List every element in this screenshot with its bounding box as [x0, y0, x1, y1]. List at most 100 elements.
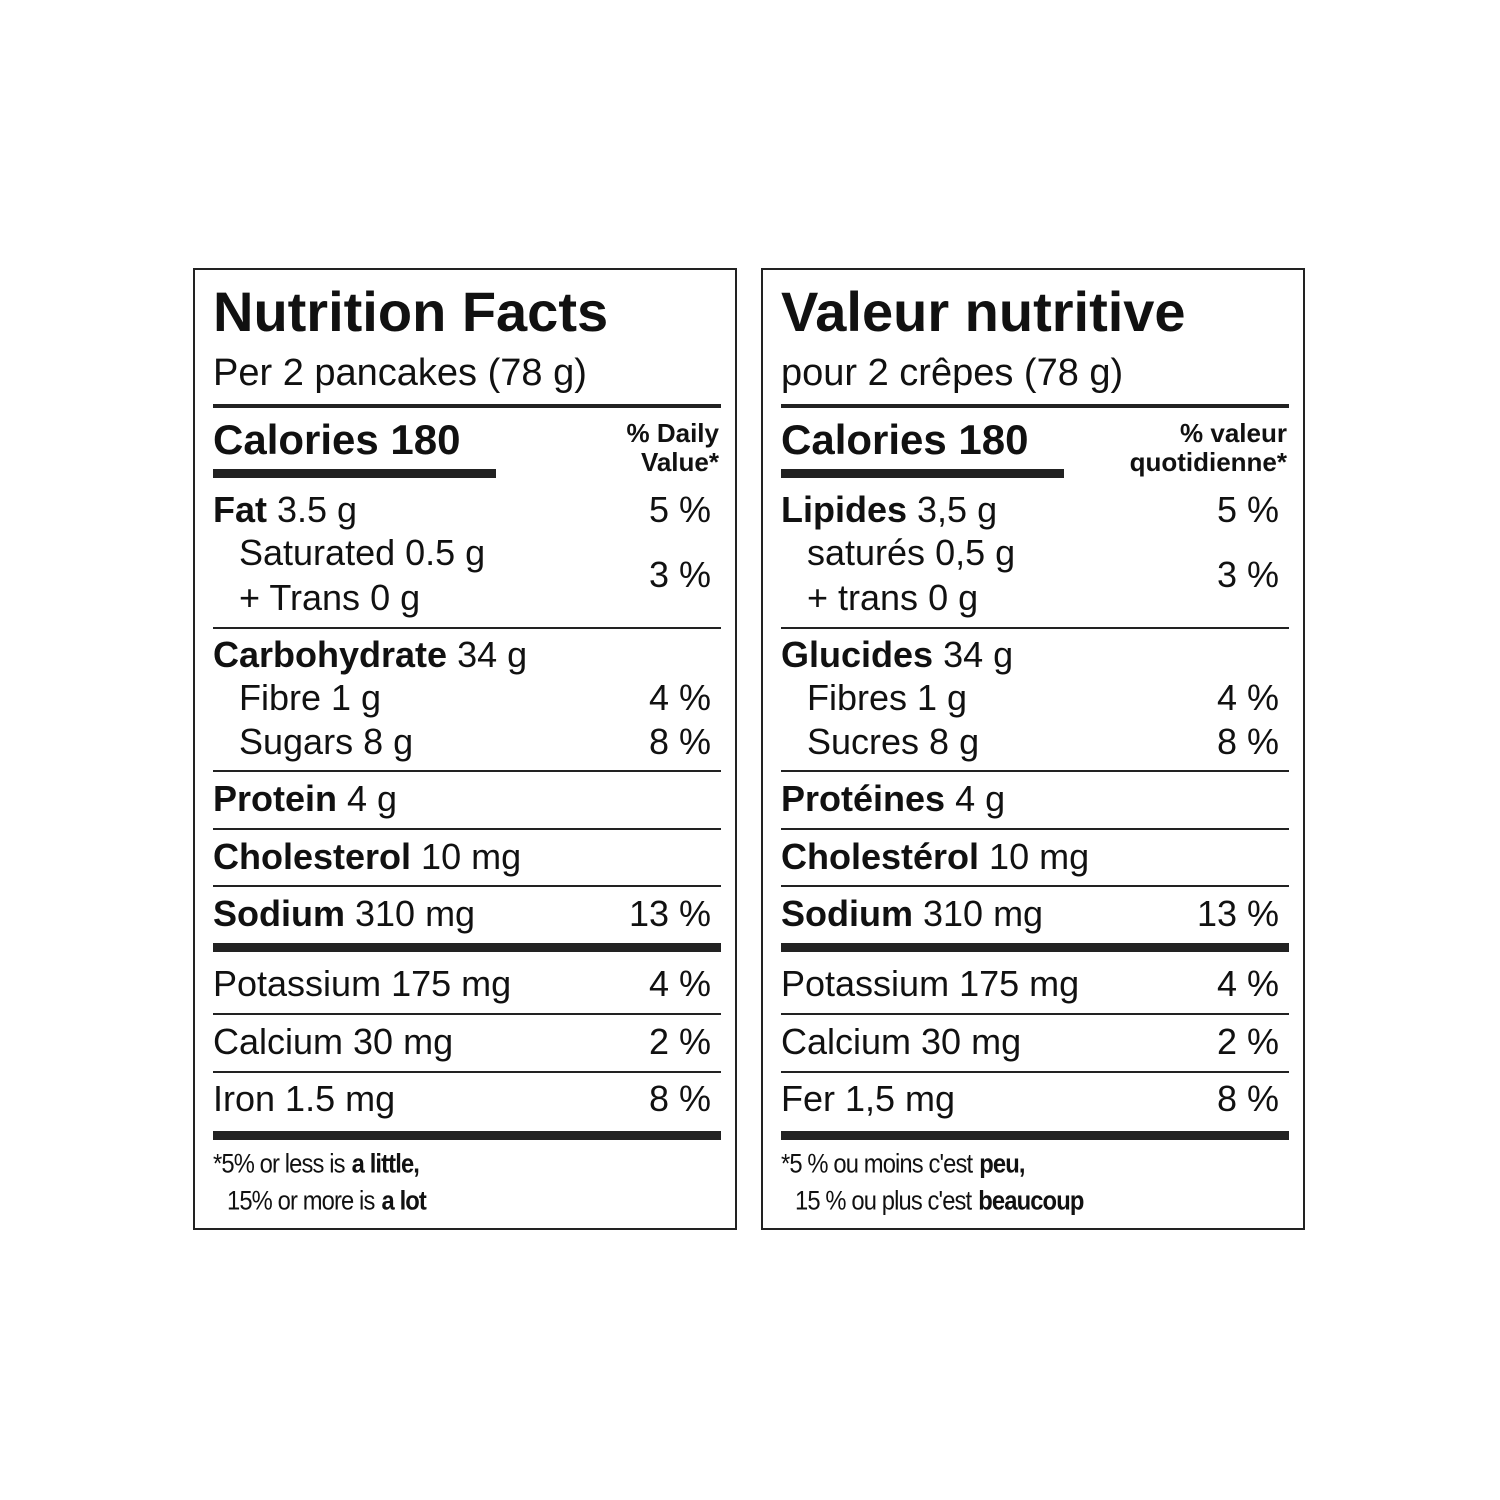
- rule: [213, 627, 721, 629]
- nutrient-row: Fat 3.5 g: [213, 492, 357, 528]
- nutrient-name: Fer: [781, 1078, 835, 1119]
- nutrient-row: saturés 0,5 g: [807, 535, 1015, 571]
- nutrient-name: Sucres: [807, 721, 920, 762]
- daily-value: 8 %: [1216, 1078, 1279, 1119]
- nutrient-row: Fibre 1 g: [239, 680, 381, 716]
- footnote: 15 % ou plus c'est beaucoup: [795, 1185, 1084, 1216]
- nutrient-amount: 1 g: [917, 677, 968, 718]
- daily-value: 4 %: [1216, 677, 1279, 718]
- nutrient-name: Carbohydrate: [213, 634, 448, 675]
- daily-value: 8 %: [648, 721, 711, 762]
- nutrient-amount: 8 g: [929, 721, 980, 762]
- nutrient-row: Potassium 175 mg: [781, 966, 1079, 1002]
- nutrient-row: Sodium 310 mg: [781, 896, 1043, 932]
- daily-value: 5 %: [648, 489, 711, 530]
- nutrient-row: Protéines 4 g: [781, 781, 1005, 817]
- rule: [213, 404, 721, 408]
- daily-value: 8 %: [1216, 721, 1279, 762]
- nutrient-amount: 0 g: [928, 577, 979, 618]
- nutrient-row: Sucres 8 g: [807, 724, 979, 760]
- nutrient-name: Fibres: [807, 677, 908, 718]
- nutrient-name: Protéines: [781, 778, 946, 819]
- nutrient-amount: 0.5 g: [405, 532, 486, 573]
- daily-value: 4 %: [648, 677, 711, 718]
- daily-value: 2 %: [648, 1021, 711, 1062]
- nutrient-amount: 10 mg: [421, 836, 522, 877]
- dv-header: % valeur: [1180, 418, 1287, 448]
- nutrient-amount: 310 mg: [355, 893, 476, 934]
- nutrient-name: Saturated: [239, 532, 396, 573]
- nutrient-name: Potassium: [781, 963, 950, 1004]
- nutrient-amount: 3,5 g: [917, 489, 998, 530]
- daily-value: 5 %: [1216, 489, 1279, 530]
- daily-value: 13 %: [1196, 893, 1279, 934]
- daily-value: 4 %: [1216, 963, 1279, 1004]
- nutrient-row: Lipides 3,5 g: [781, 492, 997, 528]
- daily-value: 4 %: [648, 963, 711, 1004]
- rule: [213, 1130, 721, 1140]
- nutrient-amount: 4 g: [955, 778, 1006, 819]
- footnote-text: 15% or more is: [227, 1185, 375, 1216]
- rule: [213, 942, 721, 952]
- panel-title: Nutrition Facts: [213, 280, 609, 343]
- nutrient-row: Sodium 310 mg: [213, 896, 475, 932]
- nutrient-name: Lipides: [781, 489, 908, 530]
- nutrient-name: Cholesterol: [213, 836, 412, 877]
- nutrient-row: Carbohydrate 34 g: [213, 637, 527, 673]
- dv-header: quotidienne*: [1129, 447, 1287, 477]
- nutrient-name: Fibre: [239, 677, 322, 718]
- nutrient-name: + Trans: [239, 577, 361, 618]
- daily-value: 3 %: [648, 554, 711, 595]
- nutrient-amount: 4 g: [347, 778, 398, 819]
- rule: [781, 404, 1289, 408]
- nutrient-row: Iron 1.5 mg: [213, 1081, 395, 1117]
- nutrient-amount: 8 g: [363, 721, 414, 762]
- rule: [213, 770, 721, 772]
- rule: [213, 1071, 721, 1073]
- footnote: *5 % ou moins c'est peu,: [781, 1148, 1025, 1179]
- nutrient-row: + Trans 0 g: [239, 580, 420, 616]
- footnote-text: *5% or less is: [213, 1148, 345, 1179]
- nutrient-name: Glucides: [781, 634, 934, 675]
- nutrient-amount: 1 g: [331, 677, 382, 718]
- rule: [213, 469, 496, 478]
- footnote-emphasis: a little,: [351, 1148, 420, 1179]
- rule: [781, 1013, 1289, 1015]
- footnote-emphasis: peu,: [979, 1148, 1025, 1179]
- nutrient-amount: 34 g: [943, 634, 1014, 675]
- nutrient-name: + trans: [807, 577, 919, 618]
- nutrient-row: Saturated 0.5 g: [239, 535, 485, 571]
- rule: [781, 1071, 1289, 1073]
- rule: [213, 1013, 721, 1015]
- rule: [781, 942, 1289, 952]
- nutrient-name: Calcium: [781, 1021, 912, 1062]
- nutrient-amount: 10 mg: [989, 836, 1090, 877]
- serving-size: pour 2 crêpes (78 g): [781, 352, 1124, 394]
- rule: [781, 1130, 1289, 1140]
- nutrient-amount: 0,5 g: [935, 532, 1016, 573]
- rule: [213, 885, 721, 887]
- nutrient-name: Sugars: [239, 721, 354, 762]
- nutrient-amount: 30 mg: [921, 1021, 1022, 1062]
- nutrient-amount: 3.5 g: [277, 489, 358, 530]
- nutrient-row: Calcium 30 mg: [213, 1024, 453, 1060]
- nutrient-row: Glucides 34 g: [781, 637, 1013, 673]
- nutrient-amount: 1.5 mg: [285, 1078, 396, 1119]
- rule: [781, 469, 1064, 478]
- rule: [781, 885, 1289, 887]
- footnote-text: *5 % ou moins c'est: [781, 1148, 973, 1179]
- nutrient-row: Fer 1,5 mg: [781, 1081, 955, 1117]
- nutrient-name: Iron: [213, 1078, 276, 1119]
- rule: [213, 828, 721, 830]
- calories: Calories 180: [213, 416, 461, 463]
- nutrient-name: Calcium: [213, 1021, 344, 1062]
- rule: [781, 828, 1289, 830]
- footnote-emphasis: a lot: [381, 1185, 427, 1216]
- panel-title: Valeur nutritive: [781, 280, 1186, 343]
- nutrient-row: Sugars 8 g: [239, 724, 413, 760]
- dv-header: Value*: [640, 447, 719, 477]
- calories: Calories 180: [781, 416, 1029, 463]
- nutrition-panel: Valeur nutritive pour 2 crêpes (78 g) Calo…: [761, 268, 1305, 1230]
- footnote-text: 15 % ou plus c'est: [795, 1185, 972, 1216]
